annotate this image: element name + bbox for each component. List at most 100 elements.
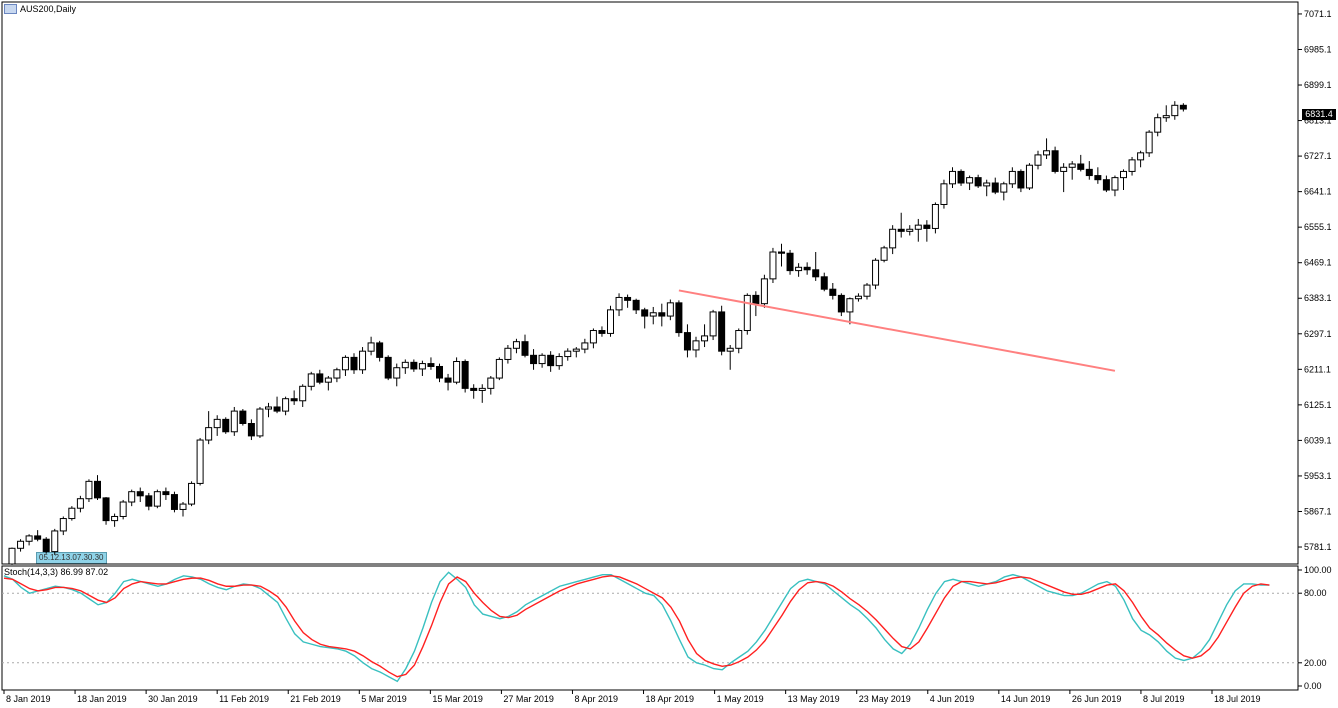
candle-body [820, 276, 828, 290]
candle-body [564, 350, 572, 358]
candle-body [76, 498, 84, 509]
candle-body [179, 503, 187, 510]
candle-body [393, 367, 401, 379]
candle-body [641, 309, 649, 317]
candle-body [709, 311, 717, 337]
time-tick-label: 23 May 2019 [859, 694, 911, 704]
price-tick-label: 5867.1 [1304, 506, 1332, 516]
candle-body [68, 507, 76, 520]
candle-body [1154, 117, 1162, 133]
candle-body [444, 377, 452, 383]
candle-body [521, 341, 529, 356]
candle-body [743, 294, 751, 332]
candle-body [683, 332, 691, 351]
candle-body [461, 361, 469, 389]
candle-body [436, 365, 443, 379]
time-tick-label: 1 May 2019 [717, 694, 764, 704]
candle-body [34, 535, 42, 540]
candle-body [222, 418, 230, 433]
price-pane-frame [1, 1, 1299, 565]
time-tick-label: 8 Apr 2019 [574, 694, 618, 704]
candle-body [316, 373, 324, 383]
candle-body [1060, 166, 1068, 172]
candle-body [701, 335, 709, 342]
candle-body [1025, 164, 1033, 189]
candle-body [495, 358, 503, 379]
price-tick-label: 5781.1 [1304, 542, 1332, 552]
candle-body [1128, 159, 1136, 172]
candle-body [188, 482, 196, 505]
time-tick-label: 27 Mar 2019 [503, 694, 554, 704]
candle-body [1017, 170, 1025, 189]
candle-body [410, 361, 418, 370]
time-tick-label: 8 Jul 2019 [1143, 694, 1185, 704]
candle-body [384, 356, 392, 379]
candle-body [512, 341, 520, 349]
candle-body [367, 342, 375, 352]
candle-body [196, 439, 204, 484]
candle-body [42, 538, 50, 553]
current-price-label: 6831.4 [1302, 109, 1336, 120]
candle-body [649, 312, 657, 317]
trendline[interactable] [678, 289, 1116, 372]
price-tick-label: 6899.1 [1304, 80, 1332, 90]
candle-body [307, 373, 315, 387]
candle-body [94, 480, 101, 499]
time-tick-label: 30 Jan 2019 [148, 694, 198, 704]
candle-body [589, 330, 597, 344]
candle-body [1085, 168, 1093, 177]
candle-body [239, 410, 247, 424]
candle-body [401, 361, 409, 369]
candle-body [1120, 170, 1127, 179]
candle-body [778, 251, 785, 254]
price-tick-label: 6555.1 [1304, 222, 1332, 232]
candle-body [350, 356, 358, 371]
candle-body [247, 423, 255, 437]
time-tick-label: 21 Feb 2019 [290, 694, 341, 704]
candle-body [265, 406, 272, 410]
stoch-tick-label: 20.00 [1304, 658, 1327, 668]
candle-body [555, 356, 563, 367]
price-tick-label: 6125.1 [1304, 400, 1332, 410]
stoch-tick-label: 0.00 [1304, 681, 1322, 691]
candle-body [675, 302, 683, 334]
time-tick-label: 26 Jun 2019 [1072, 694, 1122, 704]
candle-body [59, 518, 67, 532]
candle-body [25, 535, 33, 542]
candle-body [889, 228, 897, 249]
candle-body [102, 497, 110, 522]
price-tick-label: 6641.1 [1304, 187, 1332, 197]
candle-body [170, 494, 178, 510]
candle-body [1137, 152, 1145, 161]
candle-body [1000, 183, 1008, 193]
candle-body [854, 295, 862, 300]
candle-body [1102, 179, 1110, 191]
candle-body [470, 387, 478, 391]
candle-body [837, 294, 845, 313]
stoch-tick-label: 80.00 [1304, 588, 1327, 598]
candle-body [453, 361, 461, 383]
candle-body [735, 330, 743, 349]
time-tick-label: 18 Jul 2019 [1214, 694, 1261, 704]
candle-body [581, 342, 589, 350]
price-tick-label: 6297.1 [1304, 329, 1332, 339]
price-tick-label: 6039.1 [1304, 435, 1332, 445]
candle-body [615, 296, 623, 311]
candle-body [632, 299, 640, 311]
candle-body [530, 354, 538, 365]
candle-body [333, 369, 341, 379]
price-tick-label: 6813.1 [1304, 116, 1332, 126]
candle-body [624, 296, 632, 301]
candle-body [692, 340, 700, 351]
candle-body [1111, 177, 1119, 191]
symbol-icon [4, 4, 17, 14]
stoch-signal-line [3, 575, 1270, 678]
candle-body [726, 347, 734, 352]
candle-body [1171, 104, 1179, 117]
price-tick-label: 6985.1 [1304, 44, 1332, 54]
candle-body [256, 408, 264, 437]
candle-body [949, 170, 956, 185]
candle-body [786, 252, 794, 272]
candle-body [128, 491, 136, 503]
